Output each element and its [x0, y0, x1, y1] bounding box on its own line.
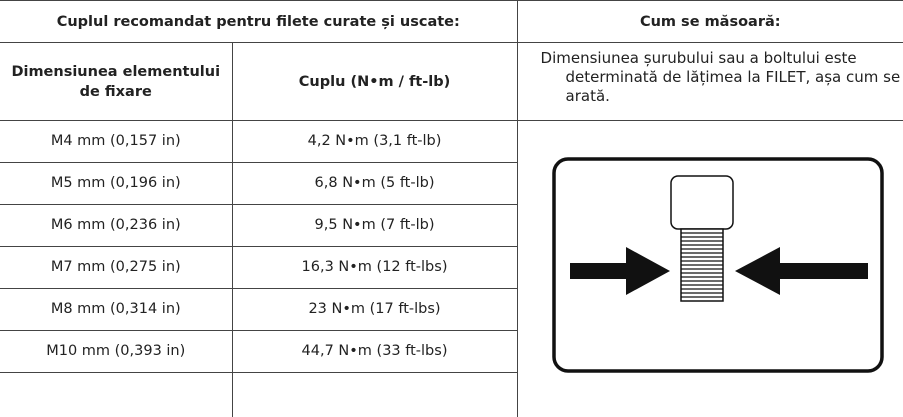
screw-illustration — [518, 121, 903, 413]
table-cell: 4,2 N•m (3,1 ft-lb) — [232, 121, 517, 163]
table-row: M4 mm (0,157 in)4,2 N•m (3,1 ft-lb) — [0, 121, 903, 163]
table-cell: 23 N•m (17 ft-lbs) — [232, 288, 517, 330]
table-cell: 9,5 N•m (7 ft-lb) — [232, 204, 517, 246]
table-cell: M10 mm (0,393 in) — [0, 330, 232, 372]
table-cell — [232, 372, 517, 417]
header-right: Cum se măsoară: — [517, 1, 903, 43]
table-cell: M8 mm (0,314 in) — [0, 288, 232, 330]
table-cell — [0, 372, 232, 417]
table-body: M4 mm (0,157 in)4,2 N•m (3,1 ft-lb) M5 m… — [0, 121, 903, 417]
table-cell: M7 mm (0,275 in) — [0, 246, 232, 288]
column-header: Dimensiunea elementului de fixare — [0, 43, 232, 121]
table-cell: M6 mm (0,236 in) — [0, 204, 232, 246]
description: Dimensiunea șurubului sau a boltului est… — [517, 43, 903, 121]
table-cell: 44,7 N•m (33 ft-lbs) — [232, 330, 517, 372]
column-header: Cuplu (N•m / ft-lb) — [232, 43, 517, 121]
table-cell: 16,3 N•m (12 ft-lbs) — [232, 246, 517, 288]
table-cell: M5 mm (0,196 in) — [0, 162, 232, 204]
header-left: Cuplul recomandat pentru filete curate ș… — [0, 1, 517, 43]
table-cell: 6,8 N•m (5 ft-lb) — [232, 162, 517, 204]
table-cell: M4 mm (0,157 in) — [0, 121, 232, 163]
illustration-cell — [517, 121, 903, 417]
